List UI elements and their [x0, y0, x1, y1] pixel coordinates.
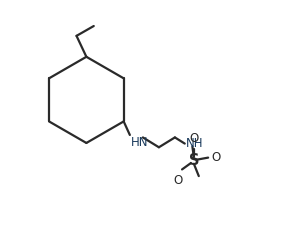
- Text: NH: NH: [186, 137, 203, 150]
- Text: HN: HN: [131, 136, 148, 149]
- Text: O: O: [189, 132, 198, 145]
- Text: O: O: [173, 174, 182, 187]
- Text: O: O: [212, 151, 221, 164]
- Text: S: S: [188, 153, 199, 168]
